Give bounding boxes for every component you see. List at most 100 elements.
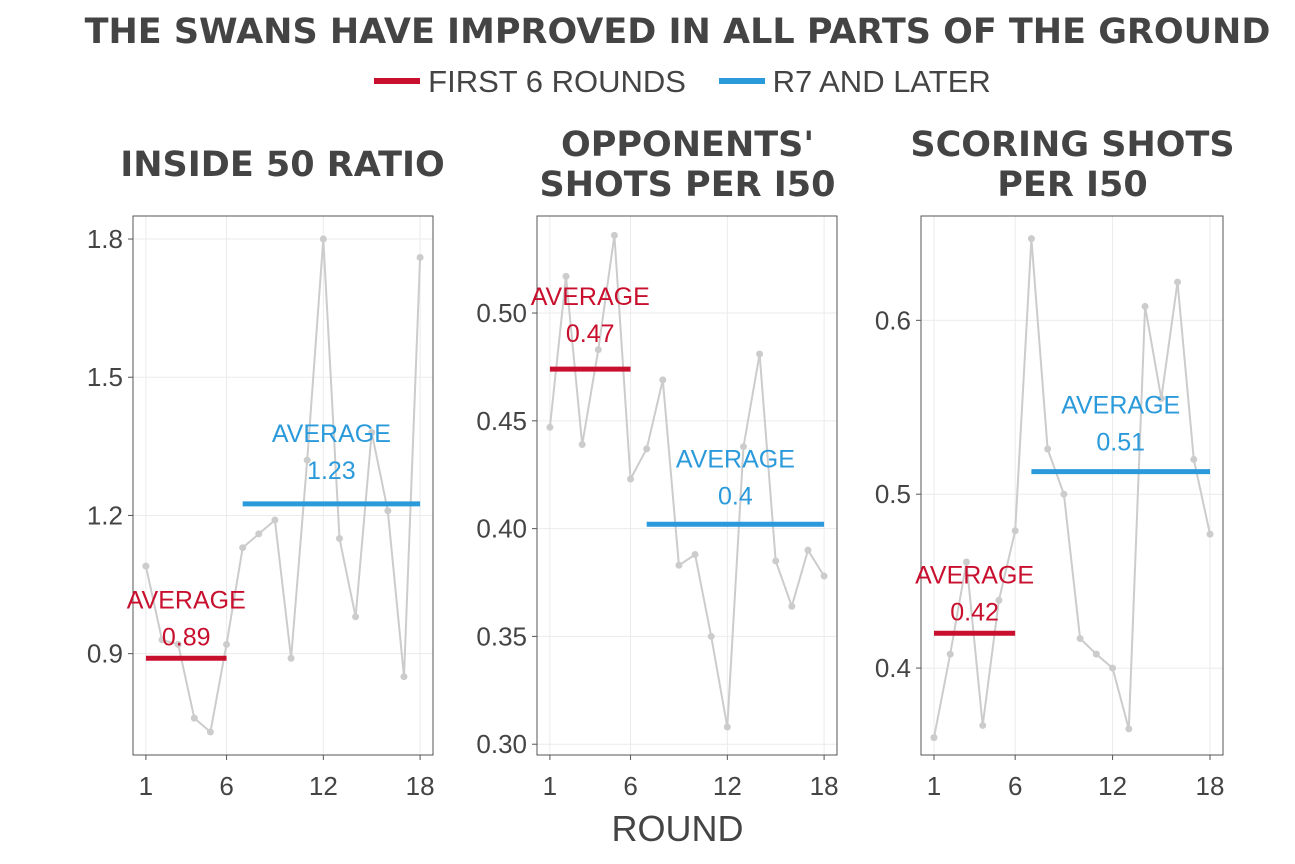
data-point — [1125, 725, 1133, 733]
average-value-later: 1.23 — [307, 457, 356, 485]
average-label-first: AVERAGE — [531, 283, 650, 311]
data-point — [930, 734, 938, 742]
x-tick-label: 6 — [1008, 771, 1022, 801]
panel-opp-shots: 0.30 0.35 0.40 0.45 0.50 1 6 12 18 AVERAGE 0.47 AVE… — [476, 215, 839, 801]
data-point — [723, 723, 731, 731]
x-tick-label: 12 — [713, 771, 742, 801]
y-tick-label: 0.4 — [875, 653, 911, 683]
x-axis-label: ROUND — [611, 808, 744, 849]
y-tick-label: 0.5 — [875, 479, 911, 509]
y-tick-label: 0.9 — [87, 639, 123, 669]
x-tick-label: 1 — [543, 771, 557, 801]
average-label-first: AVERAGE — [915, 561, 1034, 589]
data-point — [1044, 445, 1052, 453]
average-value-first: 0.47 — [566, 320, 615, 348]
average-value-first: 0.42 — [950, 598, 999, 626]
data-point — [400, 673, 408, 681]
data-point — [627, 475, 635, 483]
plot-area: 0.30 0.35 0.40 0.45 0.50 1 6 12 18 AVERAGE 0.47 AVE… — [476, 215, 839, 801]
x-tick-label: 18 — [406, 771, 435, 801]
data-point — [562, 272, 570, 280]
data-point — [271, 516, 279, 524]
data-point — [319, 235, 327, 243]
data-point — [707, 632, 715, 640]
data-point — [352, 613, 360, 621]
data-point — [287, 654, 295, 662]
legend-label-first: FIRST 6 ROUNDS — [428, 63, 686, 99]
data-point — [1206, 530, 1214, 538]
y-tick-label: 0.30 — [476, 729, 527, 759]
plot-area: 0.9 1.2 1.5 1.8 1 6 12 18 AVERAGE 0.89 AVERAGE 1.23 — [87, 215, 435, 801]
x-tick-label: 12 — [1098, 771, 1127, 801]
x-tick-label: 1 — [139, 771, 153, 801]
data-point — [1027, 235, 1035, 243]
average-value-later: 0.51 — [1096, 429, 1145, 457]
legend-swatch-later — [718, 77, 765, 84]
x-tick-label: 18 — [1196, 771, 1225, 801]
panel-title-scoring-shots: SCORING SHOTS PER I50 — [910, 125, 1235, 205]
panel-scoring-shots: 0.4 0.5 0.6 1 6 12 18 AVERAGE 0.42 AVERAGE 0.51 — [875, 215, 1225, 801]
chart-title: THE SWANS HAVE IMPROVED IN ALL PARTS OF … — [84, 12, 1271, 52]
x-tick-label: 12 — [309, 771, 338, 801]
series-line — [933, 238, 1211, 738]
data-point — [594, 346, 602, 354]
average-label-later: AVERAGE — [1061, 392, 1180, 420]
average-label-first: AVERAGE — [127, 586, 246, 614]
y-tick-label: 0.45 — [476, 406, 527, 436]
y-tick-label: 1.8 — [87, 224, 123, 254]
average-label-later: AVERAGE — [272, 420, 391, 448]
data-point — [190, 714, 198, 722]
average-label-later: AVERAGE — [676, 445, 795, 473]
data-point — [772, 557, 780, 565]
y-tick-label: 1.2 — [87, 500, 123, 530]
panel-title-inside50: INSIDE 50 RATIO — [120, 145, 445, 185]
data-point — [962, 558, 970, 566]
data-point — [675, 561, 683, 569]
panel-inside50: 0.9 1.2 1.5 1.8 1 6 12 18 AVERAGE 0.89 AVERAGE 1.23 — [87, 215, 435, 801]
x-tick-label: 1 — [927, 771, 941, 801]
y-tick-label: 0.40 — [476, 514, 527, 544]
data-point — [1092, 650, 1100, 658]
data-point — [1157, 395, 1165, 403]
data-point — [416, 253, 424, 261]
data-point — [756, 350, 764, 358]
plot-frame — [920, 215, 1224, 756]
data-point — [174, 640, 182, 648]
data-point — [804, 546, 812, 554]
data-point — [158, 636, 166, 644]
data-point — [1076, 635, 1084, 643]
data-point — [610, 231, 618, 239]
x-tick-label: 6 — [623, 771, 637, 801]
y-tick-label: 1.5 — [87, 362, 123, 392]
legend-item-later: R7 AND LATER — [718, 64, 991, 100]
x-tick-label: 6 — [219, 771, 233, 801]
series-line — [548, 235, 825, 728]
data-point — [223, 640, 231, 648]
data-point — [368, 429, 376, 437]
y-tick-label: 0.35 — [476, 621, 527, 651]
data-point — [659, 376, 667, 384]
data-point — [995, 596, 1003, 604]
data-point — [335, 534, 343, 542]
data-point — [206, 728, 214, 736]
panel-title-opp-shots: OPPONENTS' SHOTS PER I50 — [539, 125, 836, 205]
average-value-later: 0.4 — [718, 482, 753, 510]
y-tick-label: 0.50 — [476, 298, 527, 328]
series-line — [144, 238, 422, 734]
data-point — [546, 423, 554, 431]
data-point — [1190, 455, 1198, 463]
plot-frame — [536, 215, 838, 756]
data-point — [946, 650, 954, 658]
data-point — [691, 550, 699, 558]
plot-frame — [132, 215, 434, 756]
y-tick-label: 0.6 — [875, 305, 911, 335]
data-point — [1011, 527, 1019, 535]
data-point — [1060, 490, 1068, 498]
data-point — [578, 441, 586, 449]
data-point — [1141, 302, 1149, 310]
data-point — [643, 445, 651, 453]
data-point — [1109, 664, 1117, 672]
data-point — [739, 443, 747, 451]
average-value-first: 0.89 — [162, 623, 211, 651]
legend: FIRST 6 ROUNDS R7 AND LATER — [0, 62, 1295, 100]
